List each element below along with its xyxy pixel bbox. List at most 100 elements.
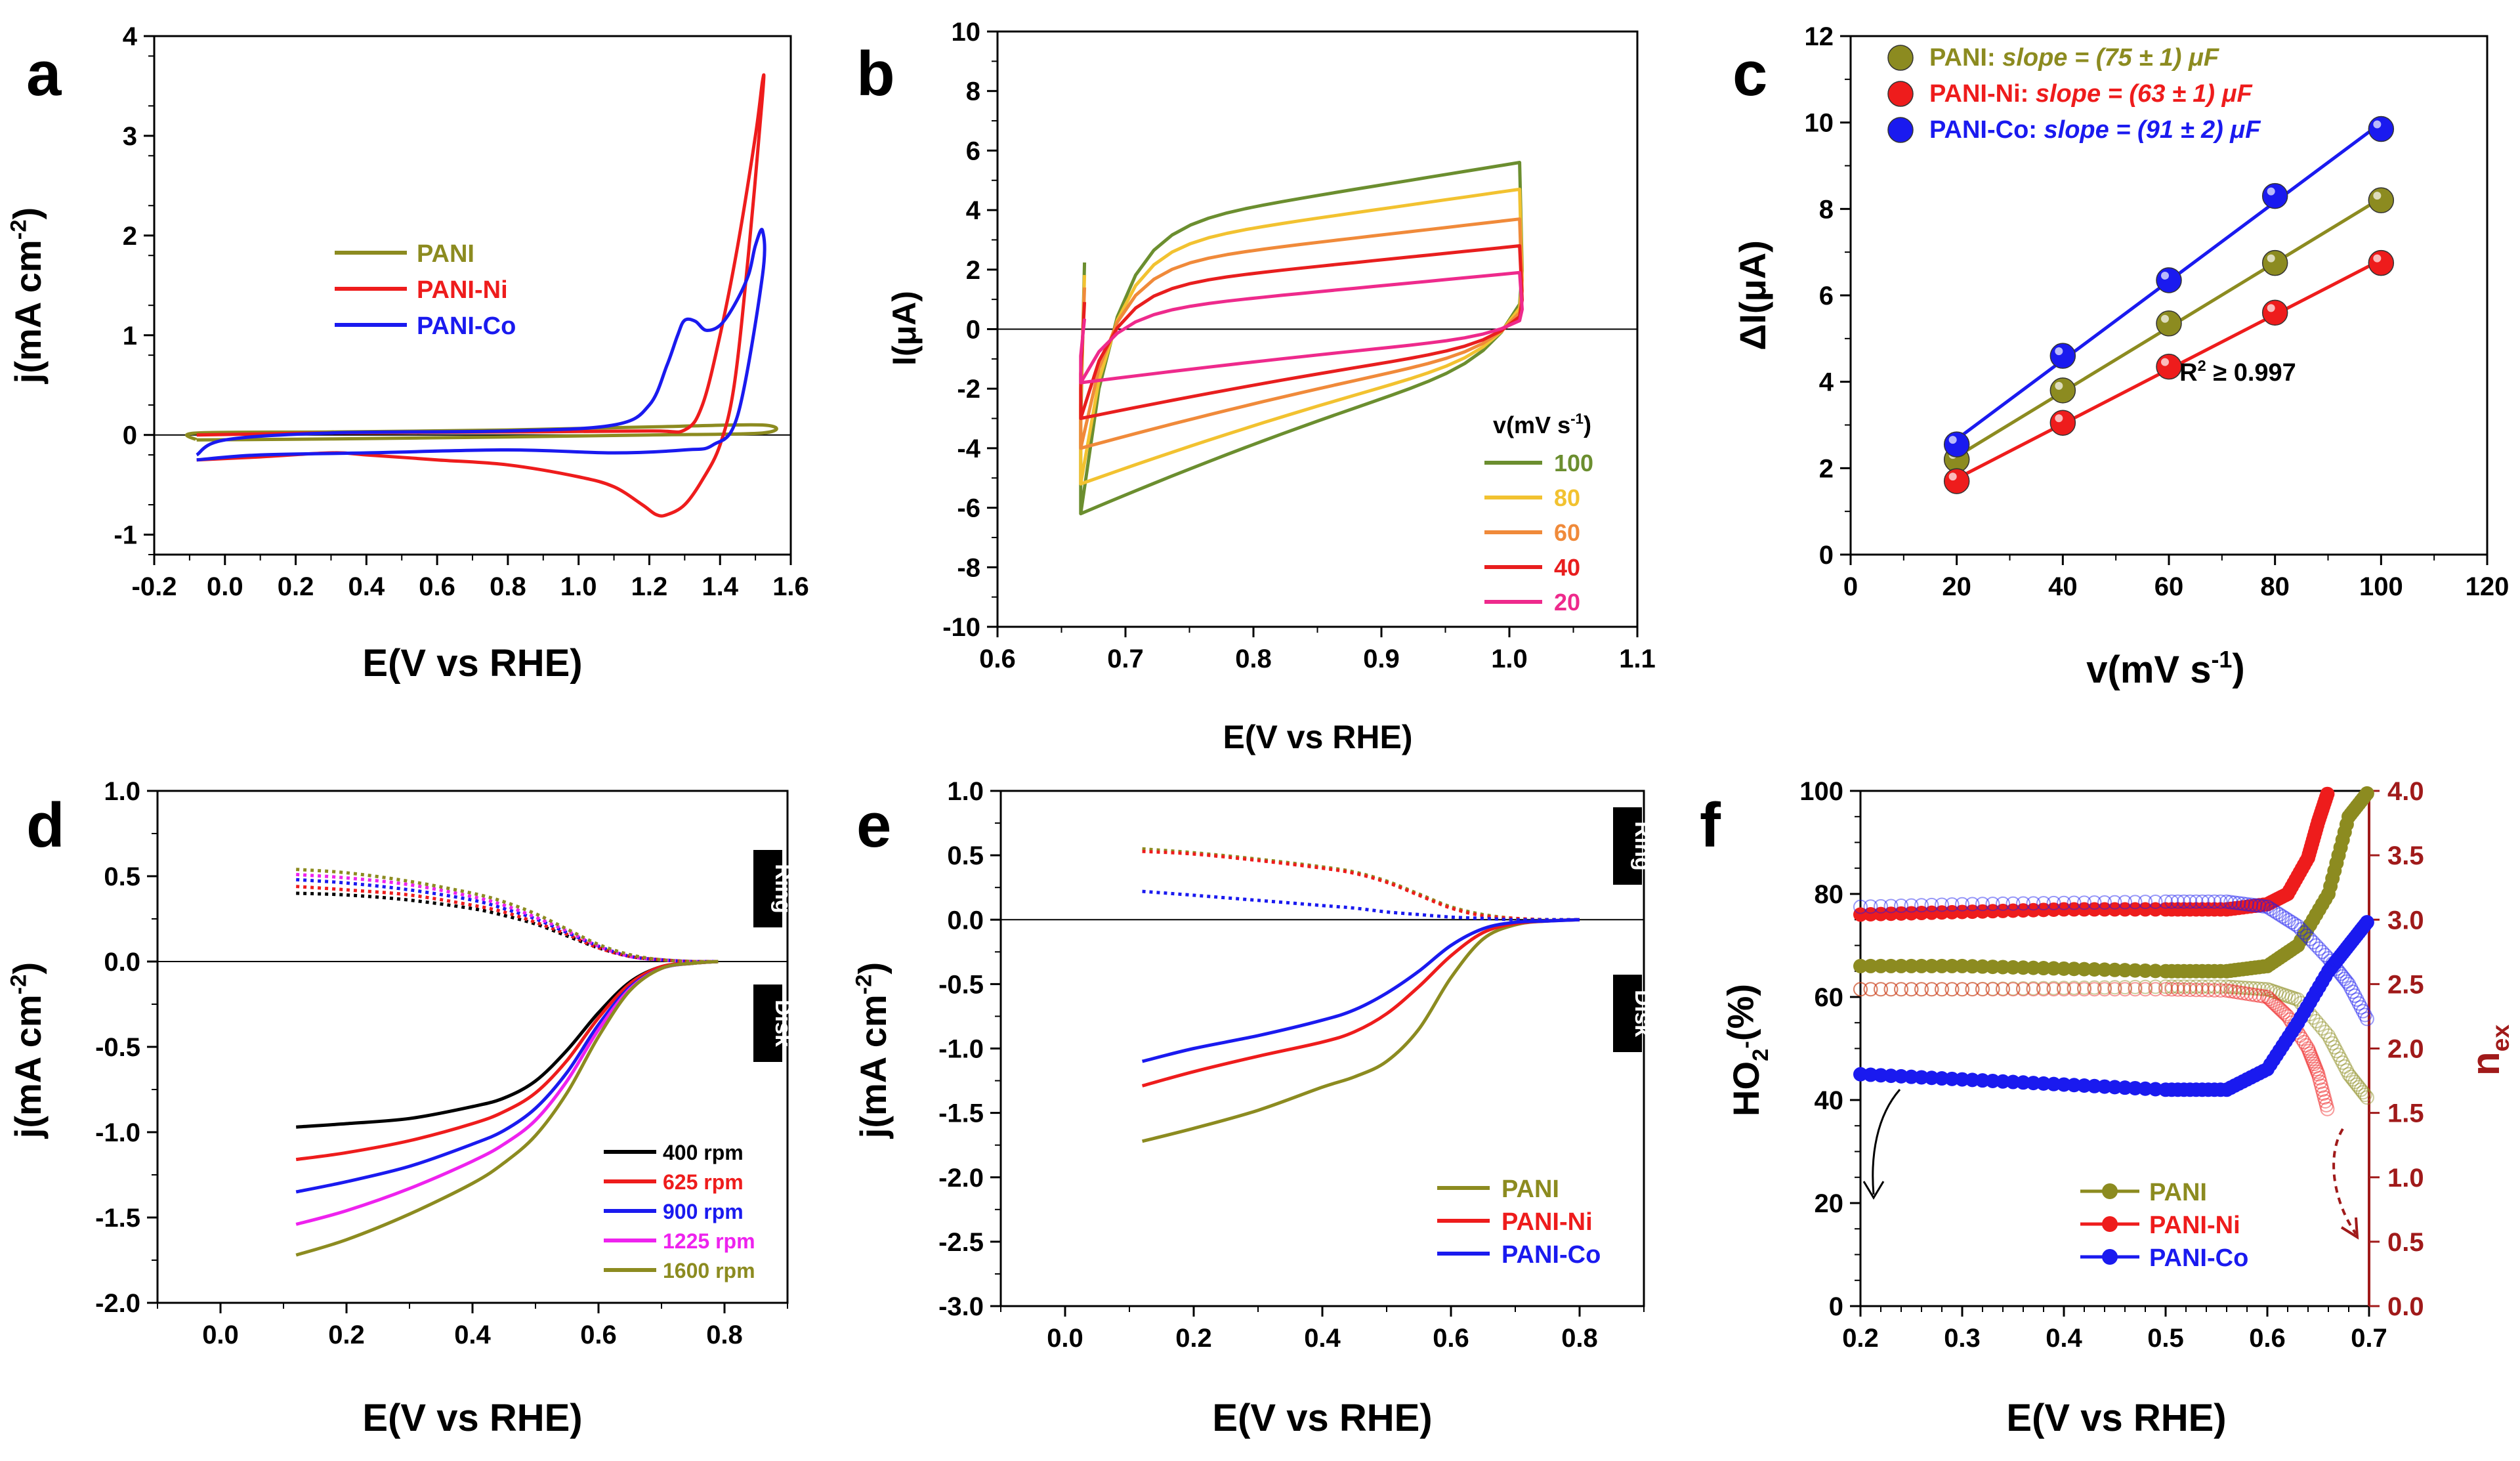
y-axis-title: I(μA) xyxy=(886,291,923,366)
nex-point xyxy=(2118,895,2132,910)
nex-point xyxy=(2301,1041,2315,1056)
nex-point xyxy=(2036,981,2051,996)
y-tick-label: 2 xyxy=(1819,454,1834,483)
legend-marker xyxy=(2102,1249,2118,1265)
ho2-point xyxy=(1965,904,1980,920)
y2-tick-label: 0.5 xyxy=(2387,1228,2424,1257)
nex-point xyxy=(2107,982,2122,997)
nex-point xyxy=(2355,1004,2370,1019)
label-part: slope = (75 ± 1) μF xyxy=(2002,44,2220,72)
legend-label: 60 xyxy=(1554,519,1580,546)
ho2-point xyxy=(2006,960,2021,975)
data-point xyxy=(2368,187,2395,213)
y-tick-label: 0.0 xyxy=(947,906,984,935)
nex-point xyxy=(2201,894,2216,909)
nex-point xyxy=(2231,985,2246,1000)
nex-point xyxy=(1874,899,1888,914)
nex-point xyxy=(2315,944,2330,960)
ho2-point xyxy=(1955,958,1969,973)
nex-point xyxy=(2298,1038,2313,1053)
nex-point xyxy=(2176,979,2191,994)
ho2-point xyxy=(2036,902,2051,918)
ring-900 rpm xyxy=(296,878,719,963)
point-highlight xyxy=(1948,473,1957,481)
nex-point xyxy=(2235,896,2250,911)
data-point xyxy=(2049,343,2076,369)
ho2-point xyxy=(2138,1081,2152,1096)
x-axis-title: E(V vs RHE) xyxy=(2006,1397,2226,1439)
nex-point xyxy=(2087,895,2102,910)
ho2-point xyxy=(1955,1072,1969,1087)
arrow-head xyxy=(2340,1217,2359,1240)
nex-point xyxy=(2128,895,2143,910)
nex-point xyxy=(2244,981,2259,996)
ho2-point xyxy=(2128,902,2143,917)
nex-point xyxy=(2307,1059,2322,1074)
ho2-point xyxy=(2057,961,2071,976)
nex-point xyxy=(2170,982,2185,997)
nex-point xyxy=(2235,986,2250,1001)
nex-point xyxy=(2176,894,2191,909)
nex-point xyxy=(1996,982,2010,997)
ho2-point xyxy=(2107,1080,2122,1095)
nex-point xyxy=(2260,899,2275,914)
nex-point xyxy=(2268,997,2283,1012)
nex-point xyxy=(2333,1051,2348,1067)
nex-point xyxy=(2240,981,2254,996)
ho2-point xyxy=(2077,962,2091,977)
nex-point xyxy=(2301,1044,2317,1059)
y2-tick-label: 1.0 xyxy=(2387,1164,2424,1193)
nex-point xyxy=(2231,980,2246,995)
panel-label-f: f xyxy=(1700,790,1721,860)
x-tick-label: 1.0 xyxy=(1491,645,1528,673)
nex-point xyxy=(2201,983,2216,998)
ho2-point xyxy=(2107,902,2122,917)
label-part: n xyxy=(2464,1051,2508,1076)
y-tick-label: -2 xyxy=(957,375,980,404)
y-tick-label: 4 xyxy=(1819,368,1834,397)
nex-point xyxy=(2264,993,2279,1008)
y-tick-label: -1.5 xyxy=(938,1099,984,1128)
nex-point xyxy=(1874,982,1888,997)
tag-label: Ring xyxy=(1630,821,1655,871)
nex-point xyxy=(2305,1051,2320,1067)
nex-point xyxy=(1965,982,1980,997)
nex-point xyxy=(2359,1011,2374,1027)
label-part: ) xyxy=(851,962,892,975)
ho2-point xyxy=(1883,1069,1899,1084)
nex-point xyxy=(2331,963,2346,979)
x-tick-label: 0.3 xyxy=(1944,1324,1981,1353)
x-tick-label: 60 xyxy=(2154,572,2184,601)
tag-box xyxy=(753,850,782,927)
nex-point xyxy=(1935,897,1949,912)
nex-point xyxy=(1883,982,1899,997)
nex-point xyxy=(1904,982,1919,997)
nex-point xyxy=(1924,897,1939,912)
x-tick-label: 0.7 xyxy=(1107,645,1144,673)
series-PANI-Ni xyxy=(196,73,766,518)
nex-point xyxy=(2337,971,2352,986)
point-highlight xyxy=(2267,304,2275,312)
label-part: R xyxy=(2179,359,2197,387)
nex-point xyxy=(1853,982,1868,997)
y-tick-label: -3.0 xyxy=(938,1292,984,1321)
y2-tick-label: 1.5 xyxy=(2387,1099,2424,1128)
nex-point xyxy=(2342,1067,2356,1082)
y-tick-label: 100 xyxy=(1799,777,1843,806)
nex-point xyxy=(2278,911,2293,926)
nex-point xyxy=(2284,915,2300,930)
ho2-point xyxy=(1894,958,1908,973)
nex-point xyxy=(2287,917,2302,932)
nex-point xyxy=(2266,984,2281,999)
nex-point xyxy=(2219,983,2234,998)
nex-point xyxy=(1955,982,1969,997)
nex-point xyxy=(2006,981,2021,996)
nex-point xyxy=(2067,895,2082,910)
nex-point xyxy=(2357,1007,2372,1023)
nex-point xyxy=(1965,982,1980,997)
ho2-point xyxy=(2026,902,2041,918)
data-point xyxy=(2049,410,2076,436)
nex-point xyxy=(2296,925,2311,940)
x-tick-label: 1.2 xyxy=(631,572,668,601)
nex-point xyxy=(2311,1067,2326,1082)
